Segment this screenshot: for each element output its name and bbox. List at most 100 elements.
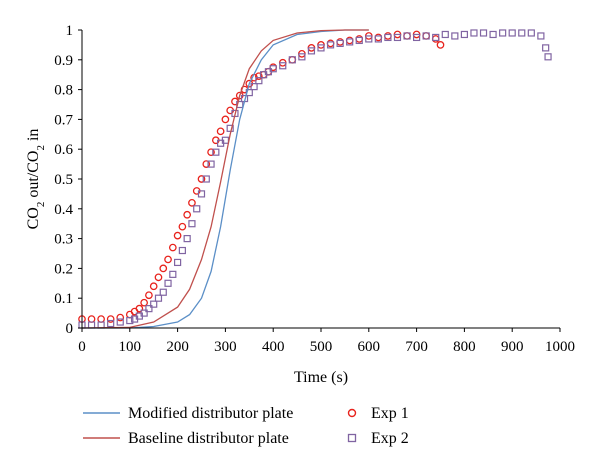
- x-axis-title: Time (s): [294, 369, 348, 386]
- data-point: [441, 30, 449, 39]
- y-tick-label: 0.4: [54, 202, 73, 218]
- legend-label: Baseline distributor plate: [128, 430, 289, 447]
- data-point: [298, 53, 306, 61]
- y-tick-label: 1: [66, 23, 74, 39]
- data-point: [544, 53, 552, 61]
- legend-label: Exp 1: [371, 405, 409, 422]
- x-tick-label: 400: [262, 339, 285, 355]
- x-tick-label: 800: [453, 339, 476, 355]
- x-tick-label: 600: [358, 339, 381, 355]
- data-point: [188, 220, 196, 228]
- data-point: [527, 29, 535, 37]
- y-tick-label: 0.2: [54, 261, 73, 277]
- data-point: [355, 36, 363, 45]
- data-point: [365, 35, 373, 43]
- x-tick-label: 500: [310, 339, 333, 355]
- data-point: [202, 160, 211, 168]
- data-point: [374, 35, 382, 43]
- data-point: [126, 316, 134, 325]
- data-point: [432, 33, 440, 42]
- data-point: [207, 160, 215, 168]
- x-tick-label: 0: [78, 339, 86, 355]
- data-point: [169, 270, 177, 278]
- data-point: [345, 36, 354, 45]
- data-point: [403, 32, 411, 40]
- data-point: [145, 305, 153, 313]
- data-point: [499, 29, 507, 37]
- data-point: [518, 29, 526, 37]
- data-point: [269, 65, 277, 73]
- data-point: [226, 124, 234, 132]
- data-point: [149, 282, 158, 291]
- data-point: [212, 148, 220, 156]
- data-point: [173, 231, 182, 240]
- data-point: [393, 33, 402, 42]
- data-point: [537, 32, 545, 40]
- data-point: [346, 38, 354, 46]
- data-point: [431, 35, 440, 43]
- data-point: [174, 258, 182, 267]
- data-point: [140, 309, 148, 317]
- data-point: [236, 100, 244, 109]
- data-point: [384, 32, 392, 40]
- data-point: [255, 77, 263, 85]
- x-tick-label: 200: [166, 339, 189, 355]
- data-point: [183, 235, 191, 243]
- data-point: [116, 313, 125, 322]
- data-point: [207, 148, 215, 157]
- x-tick-label: 100: [119, 339, 142, 355]
- series-exp-1: [78, 30, 445, 323]
- data-point: [140, 298, 148, 307]
- series-line-modified-distributor-plate: [82, 29, 369, 329]
- data-point: [508, 29, 516, 37]
- series-group: [78, 29, 552, 329]
- data-point: [307, 47, 316, 55]
- y-tick-label: 0.8: [54, 83, 73, 99]
- data-point: [87, 321, 96, 329]
- data-point: [326, 41, 335, 49]
- data-point: [178, 222, 187, 231]
- data-point: [193, 205, 201, 213]
- data-point: [150, 300, 158, 308]
- data-point: [87, 315, 96, 323]
- data-point: [178, 246, 186, 255]
- legend: Modified distributor plate Baseline distr…: [83, 405, 409, 447]
- series-exp-2: [78, 29, 552, 329]
- x-tick-label: 700: [405, 339, 428, 355]
- data-point: [384, 33, 392, 42]
- data-point: [422, 32, 431, 40]
- data-point: [374, 33, 383, 42]
- data-point: [288, 55, 297, 64]
- y-tick-label: 0.3: [54, 232, 73, 248]
- x-tick-label: 900: [501, 339, 524, 355]
- y-axis-title: CO2 out/CO2 in: [25, 129, 47, 230]
- data-point: [159, 288, 167, 296]
- data-point: [145, 291, 153, 300]
- legend-label: Exp 2: [371, 430, 409, 447]
- data-point: [451, 32, 459, 40]
- legend-swatch: [347, 408, 357, 418]
- data-point: [106, 315, 115, 323]
- data-point: [135, 304, 144, 313]
- data-point: [479, 29, 488, 37]
- data-point: [279, 62, 287, 70]
- data-point: [542, 44, 550, 52]
- data-point: [154, 273, 163, 282]
- data-point: [288, 56, 296, 64]
- data-point: [470, 29, 478, 37]
- y-tick-label: 0.1: [54, 291, 73, 307]
- data-point: [355, 35, 364, 43]
- data-point: [436, 41, 445, 49]
- data-point: [202, 175, 210, 183]
- data-point: [255, 72, 263, 81]
- y-tick-label: 0.7: [54, 112, 73, 128]
- data-point: [422, 32, 430, 40]
- y-tick-label: 0: [66, 321, 74, 337]
- data-point: [107, 319, 115, 328]
- data-point: [197, 175, 206, 183]
- data-point: [250, 83, 258, 91]
- data-point: [197, 190, 206, 198]
- data-point: [164, 279, 172, 287]
- x-tick-label: 300: [214, 339, 237, 355]
